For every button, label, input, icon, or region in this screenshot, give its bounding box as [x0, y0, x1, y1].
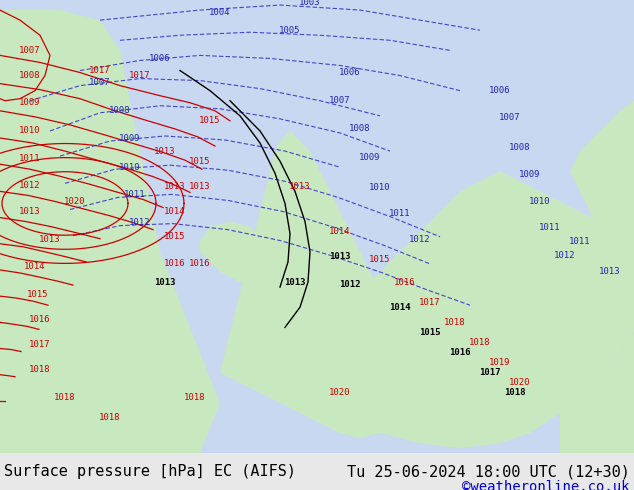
Text: Surface pressure [hPa] EC (AIFS): Surface pressure [hPa] EC (AIFS)	[4, 464, 296, 479]
Text: 1003: 1003	[299, 0, 321, 6]
Text: 1015: 1015	[27, 290, 49, 298]
Text: 1015: 1015	[164, 232, 186, 241]
Text: 1007: 1007	[499, 113, 521, 122]
Text: 1013: 1013	[164, 182, 186, 191]
Text: 1020: 1020	[509, 378, 531, 387]
Polygon shape	[0, 10, 220, 453]
Text: 1007: 1007	[329, 96, 351, 105]
Text: 1010: 1010	[19, 126, 41, 135]
Text: 1012: 1012	[19, 181, 41, 190]
Text: 1018: 1018	[55, 393, 75, 402]
Text: 1017: 1017	[29, 340, 51, 349]
Text: 1014: 1014	[329, 227, 351, 236]
Text: ©weatheronline.co.uk: ©weatheronline.co.uk	[462, 480, 630, 490]
Text: 1012: 1012	[410, 235, 430, 244]
Text: 1004: 1004	[209, 7, 231, 17]
Text: 1009: 1009	[19, 98, 41, 107]
Text: 1010: 1010	[529, 197, 551, 206]
Text: 1016: 1016	[29, 315, 51, 324]
Text: 1016: 1016	[394, 277, 416, 287]
Text: 1015: 1015	[369, 255, 391, 265]
Text: 1006: 1006	[339, 68, 361, 77]
Text: 1007: 1007	[89, 78, 111, 87]
Text: 1013: 1013	[190, 182, 210, 191]
Text: 1014: 1014	[24, 263, 46, 271]
Text: 1010: 1010	[119, 163, 141, 172]
Text: 1018: 1018	[469, 338, 491, 347]
Text: Tu 25-06-2024 18:00 UTC (12+30): Tu 25-06-2024 18:00 UTC (12+30)	[347, 464, 630, 479]
Text: 1009: 1009	[359, 152, 381, 162]
Polygon shape	[560, 101, 634, 453]
Text: 1008: 1008	[349, 124, 371, 133]
Text: 1012: 1012	[339, 279, 361, 289]
Text: 1016: 1016	[190, 259, 210, 269]
Text: 1015: 1015	[419, 328, 441, 337]
Text: 1018: 1018	[444, 318, 466, 327]
Text: 1017: 1017	[89, 66, 111, 75]
Text: 1015: 1015	[190, 157, 210, 166]
Text: 1011: 1011	[540, 223, 560, 232]
Text: 1018: 1018	[184, 393, 206, 402]
Text: 1017: 1017	[419, 297, 441, 307]
Polygon shape	[350, 171, 634, 448]
Text: 1012: 1012	[554, 251, 576, 260]
Text: 1008: 1008	[109, 106, 131, 115]
Text: 1017: 1017	[479, 368, 501, 377]
Text: 1007: 1007	[19, 46, 41, 55]
Text: 1018: 1018	[29, 365, 51, 374]
Text: 1014: 1014	[389, 303, 411, 312]
Polygon shape	[220, 131, 430, 438]
Text: 1016: 1016	[164, 259, 186, 269]
Text: 1005: 1005	[279, 25, 301, 35]
Text: 1011: 1011	[19, 154, 41, 163]
Text: 1016: 1016	[450, 348, 471, 357]
Text: 1018: 1018	[100, 414, 120, 422]
Text: 1013: 1013	[154, 147, 176, 156]
Text: 1013: 1013	[329, 252, 351, 261]
Text: 1013: 1013	[289, 182, 311, 191]
Text: 1020: 1020	[329, 388, 351, 397]
Text: 1013: 1013	[39, 235, 61, 244]
Text: 1013: 1013	[154, 277, 176, 287]
Polygon shape	[200, 221, 270, 282]
Text: 1019: 1019	[489, 358, 511, 367]
Text: 1008: 1008	[509, 143, 531, 151]
Text: 1012: 1012	[129, 218, 151, 227]
Text: 1018: 1018	[504, 388, 526, 397]
Text: 1008: 1008	[19, 71, 41, 80]
Text: 1011: 1011	[389, 209, 411, 218]
Text: 1020: 1020	[64, 197, 86, 206]
Text: 1009: 1009	[519, 170, 541, 179]
Text: 1011: 1011	[569, 237, 591, 246]
Text: 1013: 1013	[599, 268, 621, 276]
Text: 1013: 1013	[19, 207, 41, 216]
Text: 1006: 1006	[489, 86, 511, 95]
Text: 1015: 1015	[199, 116, 221, 125]
Text: 1017: 1017	[129, 71, 151, 80]
Text: 1014: 1014	[164, 207, 186, 216]
Text: 1011: 1011	[124, 190, 146, 199]
Text: 1013: 1013	[284, 277, 306, 287]
Text: 1010: 1010	[369, 183, 391, 192]
Text: 1006: 1006	[149, 54, 171, 63]
Text: 1009: 1009	[119, 134, 141, 144]
